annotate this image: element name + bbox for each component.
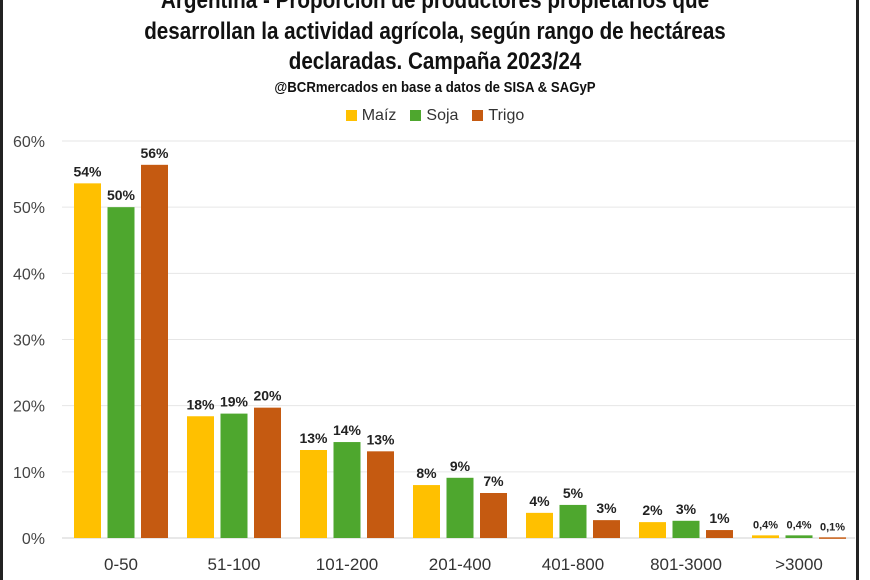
x-tick-label: 51-100	[208, 555, 261, 574]
bar-trigo	[593, 520, 620, 538]
bar-maíz	[74, 183, 101, 538]
bar-maíz	[526, 512, 553, 538]
bar-trigo	[480, 493, 507, 538]
image-border-right	[856, 0, 859, 580]
bar-maíz	[639, 522, 666, 538]
bar-trigo	[819, 537, 846, 539]
bar-maíz	[187, 416, 214, 538]
legend-label: Maíz	[361, 107, 397, 124]
bar-soja	[785, 535, 813, 538]
bar-maíz	[752, 535, 779, 538]
x-tick-label: >3000	[775, 555, 823, 574]
chart-title-line-3: declaradas. Campaña 2023/24	[288, 48, 582, 75]
data-label: 8%	[416, 465, 437, 481]
y-tick-label: 40%	[13, 266, 45, 283]
chart-title-line-1: Argentina - Proporción de productores pr…	[160, 0, 710, 14]
chart-subtitle: @BCRmercados en base a datos de SISA & S…	[274, 79, 596, 96]
bar-trigo	[254, 407, 281, 538]
data-label: 18%	[186, 396, 215, 412]
data-label: 1%	[709, 510, 730, 526]
legend-swatch	[410, 110, 422, 121]
x-tick-label: 201-400	[429, 555, 491, 574]
legend-label: Soja	[426, 107, 459, 124]
data-label: 5%	[563, 485, 584, 501]
image-border-left	[0, 0, 3, 580]
x-tick-label: 0-50	[104, 555, 138, 574]
data-label: 9%	[450, 458, 471, 474]
bar-trigo	[706, 530, 733, 538]
x-tick-label: 801-3000	[650, 555, 722, 574]
data-label: 2%	[642, 502, 663, 518]
legend-label: Trigo	[488, 107, 525, 124]
bar-maíz	[300, 449, 327, 538]
data-label: 4%	[529, 493, 550, 509]
legend-swatch	[472, 110, 484, 121]
y-tick-label: 0%	[22, 531, 45, 548]
bar-trigo	[367, 451, 394, 538]
data-label: 7%	[483, 473, 504, 489]
data-label: 0,4%	[786, 519, 811, 531]
data-label: 3%	[676, 501, 697, 517]
legend-item-maiz: Maíz	[345, 107, 397, 125]
data-label: 13%	[299, 430, 328, 446]
y-tick-label: 10%	[13, 465, 45, 482]
data-label: 50%	[107, 187, 136, 203]
y-tick-label: 30%	[13, 333, 45, 350]
bar-soja	[333, 442, 361, 538]
data-label: 3%	[596, 500, 617, 516]
data-label: 56%	[140, 145, 169, 161]
bar-soja	[559, 504, 587, 538]
x-tick-label: 101-200	[316, 555, 378, 574]
bar-trigo	[141, 164, 168, 538]
y-tick-label: 50%	[13, 200, 45, 217]
legend: Maíz Soja Trigo	[0, 107, 870, 125]
data-label: 13%	[366, 431, 395, 447]
legend-item-soja: Soja	[410, 107, 458, 125]
data-label: 54%	[73, 163, 102, 179]
legend-item-trigo: Trigo	[472, 107, 524, 125]
bar-maíz	[413, 485, 440, 538]
y-tick-label: 60%	[13, 134, 45, 151]
bar-soja	[446, 477, 474, 538]
data-label: 19%	[220, 394, 249, 410]
chart-title-line-2: desarrollan la actividad agrícola, según…	[144, 18, 726, 45]
bar-soja	[220, 413, 248, 538]
data-label: 0,4%	[753, 519, 778, 531]
y-tick-label: 20%	[13, 399, 45, 416]
data-label: 0,1%	[820, 521, 845, 533]
legend-swatch	[345, 110, 357, 121]
bar-soja	[107, 207, 135, 538]
data-label: 20%	[253, 388, 282, 404]
data-label: 14%	[333, 422, 362, 438]
bar-soja	[672, 520, 700, 538]
x-tick-label: 401-800	[542, 555, 604, 574]
